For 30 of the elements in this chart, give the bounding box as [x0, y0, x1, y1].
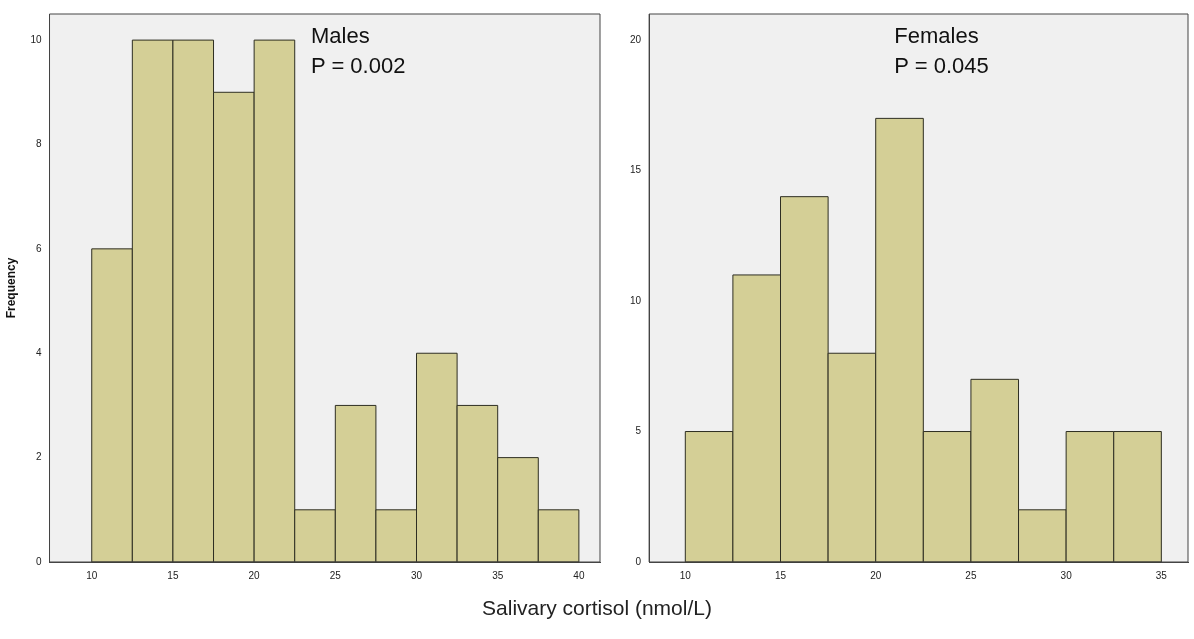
y-tick-label: 0: [635, 555, 642, 567]
y-tick-label: 5: [635, 425, 642, 437]
x-tick-label: 20: [248, 569, 261, 581]
x-tick-label: 25: [329, 569, 342, 581]
x-tick-label: 25: [965, 569, 977, 581]
y-tick-label: 20: [630, 33, 642, 45]
x-tick-label: 30: [1060, 569, 1073, 581]
annotation: Males: [311, 23, 370, 49]
x-tick-label: 10: [679, 569, 692, 581]
x-tick-label: 15: [167, 569, 179, 581]
x-tick-label: 30: [410, 569, 423, 581]
y-tick-label: 10: [30, 33, 42, 45]
x-tick-label: 40: [573, 569, 585, 581]
x-tick-label: 10: [86, 569, 98, 581]
annotation: P = 0.045: [894, 53, 989, 79]
y-axis-title: Frequency: [3, 257, 18, 319]
x-tick-label: 35: [492, 569, 504, 581]
y-tick-label: 4: [35, 346, 42, 358]
annotation: Females: [894, 23, 979, 49]
x-tick-label: 35: [1155, 569, 1168, 581]
x-tick-label: 15: [774, 569, 787, 581]
y-tick-label: 2: [35, 451, 42, 463]
y-tick-label: 8: [35, 138, 42, 150]
annotation: P = 0.002: [311, 53, 406, 79]
x-tick-label: 20: [870, 569, 882, 581]
y-tick-label: 15: [630, 164, 642, 176]
y-tick-label: 6: [35, 242, 42, 254]
y-tick-label: 10: [630, 294, 642, 306]
y-tick-label: 0: [35, 555, 42, 567]
x-axis-title: Salivary cortisol (nmol/L): [481, 596, 713, 620]
